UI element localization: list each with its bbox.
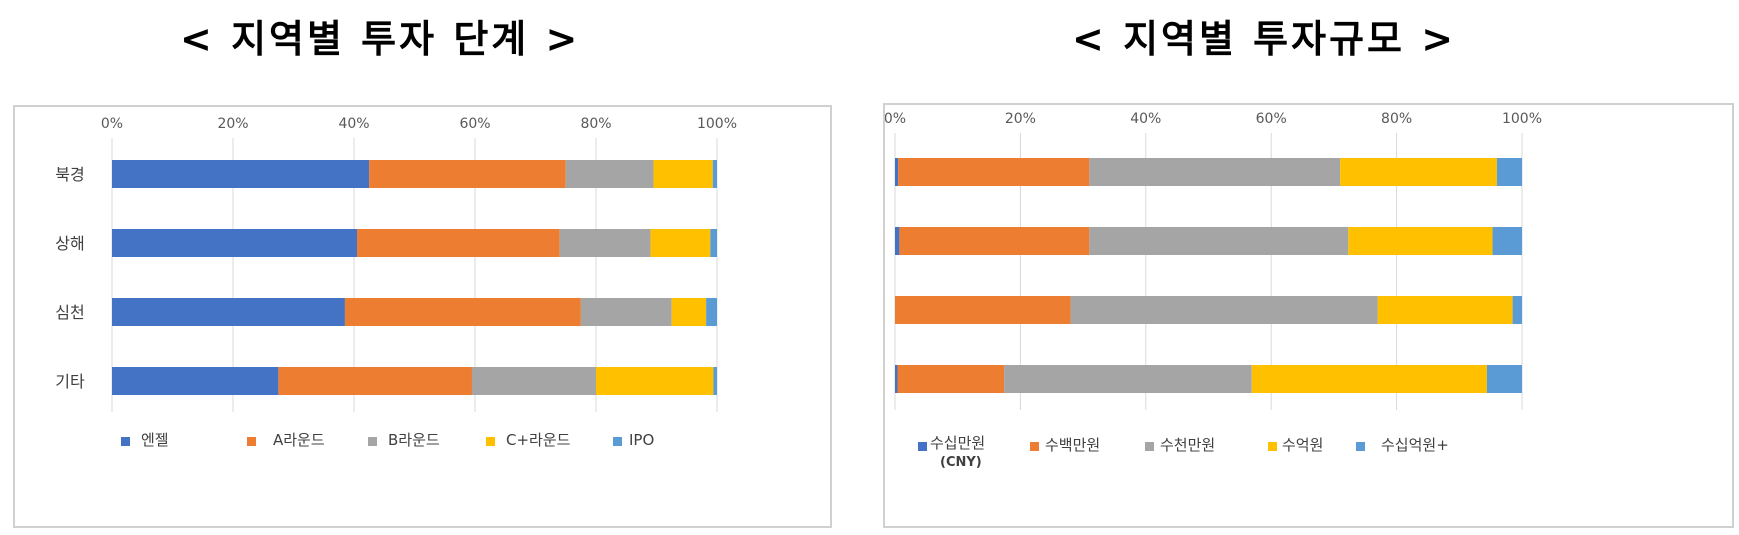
bar-segment [712, 160, 717, 188]
x-tick-label: 40% [1130, 111, 1161, 127]
bar-segment [1251, 365, 1487, 393]
x-tick-label: 60% [1256, 111, 1287, 127]
legend-swatch [1268, 442, 1277, 451]
x-tick-label: 100% [697, 116, 737, 132]
bar-segment [895, 227, 900, 255]
bar-segment [671, 298, 707, 326]
x-tick-label: 20% [217, 116, 248, 132]
x-tick-label: 80% [1381, 111, 1412, 127]
x-tick-label: 40% [338, 116, 369, 132]
bar-segment [357, 229, 560, 257]
legend-swatch [368, 437, 377, 446]
legend-swatch [1145, 442, 1154, 451]
legend-swatch [486, 437, 495, 446]
investment-size-chart: 0%20%40%60%80%100%북경상해심천기타수십만원(CNY)수백만원수… [855, 111, 1542, 470]
x-tick-label: 60% [459, 116, 490, 132]
bar-segment [112, 367, 279, 395]
x-tick-label: 20% [1005, 111, 1036, 127]
plot-area: 0%20%40%60%80%100%북경상해심천기타수십만원(CNY)수백만원수… [855, 111, 1542, 470]
legend-swatch [1356, 442, 1365, 451]
x-tick-label: 100% [1502, 111, 1542, 127]
x-tick-label: 0% [101, 116, 123, 132]
x-tick-label: 0% [885, 111, 906, 127]
legend-swatch [1030, 442, 1039, 451]
legend-swatch [613, 437, 622, 446]
legend-label: 수억원 [1282, 436, 1323, 454]
bar-segment [1377, 296, 1513, 324]
category-label: 상해 [55, 234, 84, 253]
legend-label: A라운드 [273, 431, 325, 449]
bar-segment [112, 160, 370, 188]
bar-segment [580, 298, 672, 326]
bar-segment [1340, 158, 1497, 186]
bar-segment [112, 229, 358, 257]
chart-panel-investment-size: 0%20%40%60%80%100%북경상해심천기타수십만원(CNY)수백만원수… [855, 103, 1734, 528]
bar-segment [895, 365, 898, 393]
chart-title-investment-stage: < 지역별 투자 단계 > [180, 17, 581, 61]
legend-label: IPO [629, 431, 654, 449]
bar-segment [1512, 296, 1522, 324]
bar-segment [1070, 296, 1378, 324]
chart-title-investment-size: < 지역별 투자규모 > [1072, 17, 1457, 61]
legend-swatch [918, 442, 927, 451]
legend-label: 수십만원 (CNY) [930, 434, 985, 470]
bar-segment [112, 298, 345, 326]
bar-segment [1004, 365, 1252, 393]
legend-label: C+라운드 [506, 431, 571, 449]
category-label: 기타 [55, 372, 85, 391]
bar-segment [710, 229, 717, 257]
bar-segment [369, 160, 566, 188]
bar-segment [278, 367, 472, 395]
bar-segment [344, 298, 581, 326]
bar-segment [713, 367, 717, 395]
bar-segment [1089, 158, 1341, 186]
bar-segment [1486, 365, 1522, 393]
legend-label: 수십억원+ [1381, 436, 1449, 454]
category-label: 북경 [55, 165, 84, 184]
bar-segment [559, 229, 651, 257]
legend-label: 수백만원 [1045, 436, 1100, 454]
bar-segment [898, 158, 1090, 186]
bar-segment [897, 365, 1005, 393]
bar-segment [1492, 227, 1522, 255]
bar-segment [706, 298, 717, 326]
bar-segment [596, 367, 714, 395]
bar-segment [895, 296, 1071, 324]
bar-segment [1496, 158, 1522, 186]
bar-segment [565, 160, 654, 188]
legend-label: 엔젤 [141, 431, 169, 449]
bar-segment [650, 229, 711, 257]
bar-segment [1089, 227, 1349, 255]
bar-segment [653, 160, 713, 188]
legend-swatch [121, 437, 130, 446]
category-label: 심천 [55, 303, 84, 322]
bar-segment [471, 367, 596, 395]
legend-swatch [247, 437, 256, 446]
bar-segment [1348, 227, 1493, 255]
legend-label: 수천만원 [1160, 436, 1215, 454]
x-tick-label: 80% [580, 116, 611, 132]
bar-segment [899, 227, 1090, 255]
legend-label: B라운드 [388, 431, 440, 449]
bar-segment [895, 158, 899, 186]
